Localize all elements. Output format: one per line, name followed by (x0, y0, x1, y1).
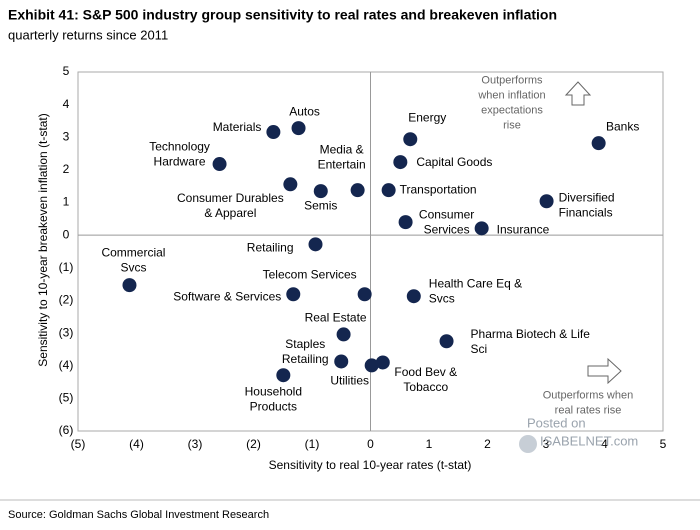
point (334, 354, 349, 369)
point (381, 183, 396, 198)
point (291, 121, 306, 136)
watermark-logo (519, 435, 537, 453)
point-label: Pharma Biotech & Life Sci (471, 327, 591, 356)
point (398, 215, 413, 230)
point-label: Technology Hardware (149, 140, 210, 169)
point-label: Capital Goods (416, 155, 492, 169)
point (308, 237, 323, 252)
point-label: Commercial Svcs (101, 246, 165, 275)
y-tick-label: 2 (63, 162, 70, 176)
watermark: Posted on (527, 415, 586, 430)
point-label: Autos (289, 104, 320, 118)
point-label: Software & Services (173, 289, 281, 303)
y-tick-label: (3) (59, 325, 74, 339)
point (212, 157, 227, 172)
point-label: Materials (213, 120, 262, 134)
point-label: Real Estate (305, 311, 367, 325)
y-tick-label: 3 (63, 129, 70, 143)
y-tick-label: (1) (59, 260, 74, 274)
annotation: Outperforms when inflation expectations ris… (477, 74, 545, 131)
chart-title: Exhibit 41: S&P 500 industry group sensi… (8, 7, 557, 23)
chart-subtitle: quarterly returns since 2011 (8, 27, 168, 42)
point (539, 194, 554, 209)
point-label: Retailing (247, 240, 294, 254)
y-tick-label: (4) (59, 358, 74, 372)
point-label: Health Care Eq & Svcs (429, 277, 522, 306)
x-tick-label: (5) (71, 437, 86, 451)
point (276, 368, 291, 383)
x-tick-label: 2 (484, 437, 491, 451)
point (266, 125, 281, 140)
point (336, 327, 351, 342)
point-label: Media & Entertain (318, 143, 366, 172)
point-label: Staples Retailing (282, 337, 329, 366)
point (393, 155, 408, 170)
point (357, 287, 372, 302)
point-label: Banks (606, 119, 639, 133)
x-tick-label: 0 (367, 437, 374, 451)
point (439, 334, 454, 349)
point (313, 184, 328, 199)
x-axis-label: Sensitivity to real 10-year rates (t-sta… (269, 458, 472, 472)
y-axis-label: Sensitivity to 10-year breakeven inflati… (36, 113, 50, 366)
point-label: Household Products (245, 385, 302, 414)
point (364, 358, 379, 373)
annotation: Outperforms when real rates rise (543, 389, 633, 416)
point (122, 278, 137, 293)
point-label: Utilities (330, 374, 369, 388)
y-tick-label: (6) (59, 423, 74, 437)
point-label: Diversified Financials (559, 191, 615, 220)
right-arrow (587, 357, 622, 385)
watermark: ISABELNET.com (540, 433, 638, 448)
point (406, 289, 421, 304)
point (350, 183, 365, 198)
x-tick-label: 4 (601, 437, 608, 451)
x-tick-label: (4) (129, 437, 144, 451)
point (375, 355, 390, 370)
y-tick-label: (2) (59, 293, 74, 307)
point (283, 177, 298, 192)
x-tick-label: 3 (543, 437, 550, 451)
point-label: Semis (304, 198, 337, 212)
y-tick-label: (5) (59, 391, 74, 405)
y-tick-label: 1 (63, 195, 70, 209)
point (403, 132, 418, 147)
point-label: Telecom Services (263, 267, 357, 281)
x-tick-label: 5 (660, 437, 667, 451)
source: Source: Goldman Sachs Global Investment … (8, 509, 269, 521)
up-arrow (564, 81, 592, 106)
point (591, 136, 606, 151)
point-label: Transportation (400, 182, 477, 196)
point-label: Energy (408, 110, 446, 124)
point-label: Consumer Services (419, 208, 474, 237)
y-tick-label: 0 (63, 227, 70, 241)
y-tick-label: 4 (63, 97, 70, 111)
x-tick-label: (3) (188, 437, 203, 451)
x-tick-label: (1) (305, 437, 320, 451)
point (286, 287, 301, 302)
x-tick-label: (2) (246, 437, 261, 451)
point-label: Consumer Durables & Apparel (177, 191, 284, 220)
y-tick-label: 5 (63, 64, 70, 78)
point (474, 221, 489, 236)
point-label: Insurance (497, 223, 550, 237)
x-tick-label: 1 (426, 437, 433, 451)
point-label: Food Bev & Tobacco (394, 365, 457, 394)
